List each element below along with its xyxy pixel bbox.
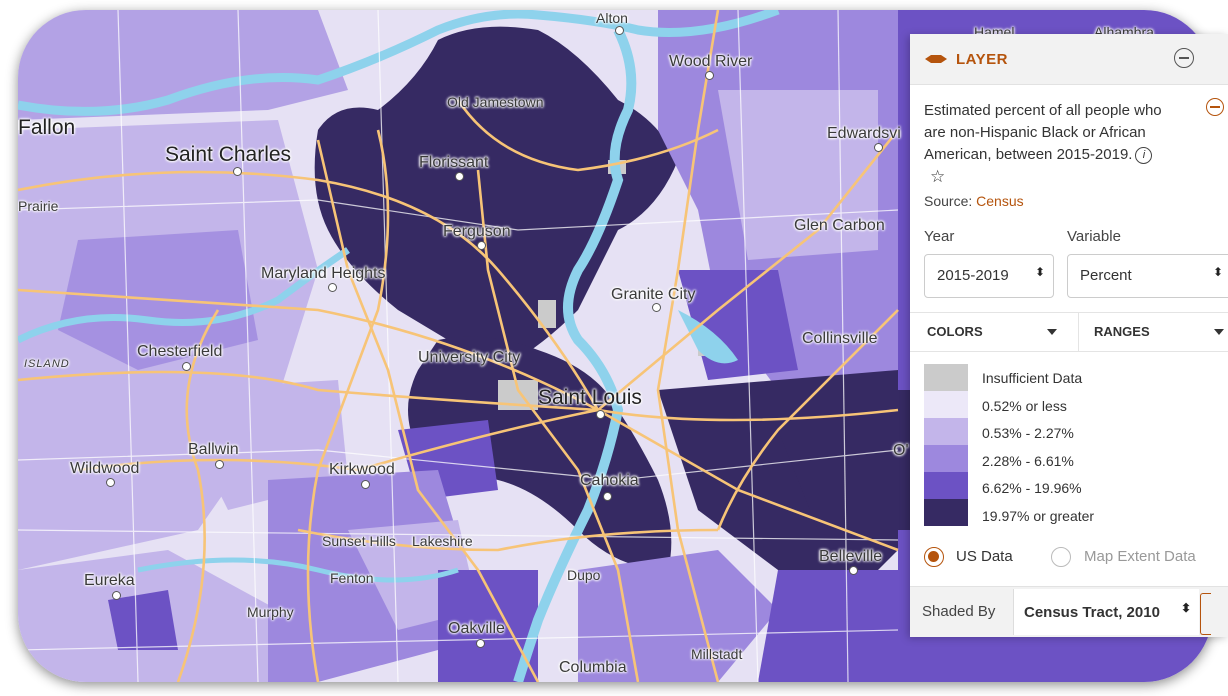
shaded-by-value: Census Tract, 2010 xyxy=(1024,604,1160,621)
place-label: University City xyxy=(418,349,521,366)
city-marker xyxy=(112,591,121,600)
chevron-down-icon xyxy=(1047,329,1057,335)
layer-description-text: Estimated percent of all people who are … xyxy=(924,102,1162,163)
city-marker xyxy=(849,566,858,575)
place-label: Alton xyxy=(596,10,628,26)
city-marker xyxy=(615,26,624,35)
city-marker xyxy=(361,480,370,489)
place-label: Maryland Heights xyxy=(261,265,386,282)
place-label: Old Jamestown xyxy=(447,94,544,110)
tab-colors[interactable]: COLORS xyxy=(927,313,1077,351)
place-label: Wood River xyxy=(669,53,753,70)
city-marker xyxy=(455,172,464,181)
place-label: Belleville xyxy=(819,548,883,565)
collapse-panel-icon[interactable] xyxy=(1174,48,1194,68)
variable-select-value: Percent xyxy=(1080,267,1132,284)
layer-title: LAYER xyxy=(956,51,1008,68)
tab-ranges-label: RANGES xyxy=(1094,324,1150,339)
tab-colors-label: COLORS xyxy=(927,324,983,339)
legend-swatch-5 xyxy=(924,499,968,526)
place-label: Prairie xyxy=(18,198,59,214)
shaded-by-label: Shaded By xyxy=(922,603,996,620)
legend-label: 0.53% - 2.27% xyxy=(982,425,1074,441)
legend-label: Insufficient Data xyxy=(982,370,1083,386)
city-marker xyxy=(106,478,115,487)
legend-swatch-2 xyxy=(924,418,968,445)
place-label: Columbia xyxy=(559,659,627,676)
tab-ranges[interactable]: RANGES xyxy=(1078,313,1228,351)
collapse-description-icon[interactable] xyxy=(1206,98,1224,116)
city-marker xyxy=(477,241,486,250)
place-label: Eureka xyxy=(84,572,135,589)
layer-panel-header: LAYER xyxy=(910,34,1228,85)
legend-swatch-3 xyxy=(924,445,968,472)
source-link[interactable]: Census xyxy=(976,193,1024,209)
place-label: Kirkwood xyxy=(329,461,395,478)
place-label: Chesterfield xyxy=(137,343,223,360)
city-marker xyxy=(182,362,191,371)
place-label: Dupo xyxy=(567,567,601,583)
place-label: O' xyxy=(893,442,909,459)
legend-swatch-insufficient xyxy=(924,364,968,391)
place-label: Fallon xyxy=(18,116,76,139)
place-label: Wildwood xyxy=(70,460,140,477)
radio-us-data-label: US Data xyxy=(956,548,1013,565)
star-icon[interactable]: ☆ xyxy=(930,167,946,186)
variable-select[interactable]: Percent ⬍ xyxy=(1067,254,1228,298)
layer-panel: LAYER Estimated percent of all people wh… xyxy=(910,34,1228,637)
place-label: Oakville xyxy=(448,620,505,637)
source-label: Source: xyxy=(924,193,977,209)
legend-swatch-1 xyxy=(924,391,968,418)
place-label: Ferguson xyxy=(443,223,511,240)
city-marker xyxy=(603,492,612,501)
place-label: ISLAND xyxy=(24,358,70,370)
place-label: Edwardsvi xyxy=(827,125,901,142)
city-marker xyxy=(233,167,242,176)
shaded-by-bar: Shaded By Census Tract, 2010 ⬍ xyxy=(910,586,1228,637)
place-label: Collinsville xyxy=(802,330,878,347)
place-label: Saint Charles xyxy=(165,143,292,166)
legend-label: 6.62% - 19.96% xyxy=(982,480,1082,496)
layer-description: Estimated percent of all people who are … xyxy=(924,100,1164,189)
info-icon[interactable]: i xyxy=(1135,147,1153,164)
variable-label: Variable xyxy=(1067,228,1121,245)
updown-icon: ⬍ xyxy=(1034,265,1045,279)
city-marker xyxy=(215,460,224,469)
updown-icon: ⬍ xyxy=(1180,601,1191,615)
place-label: Millstadt xyxy=(691,646,743,662)
place-label: Glen Carbon xyxy=(794,217,885,234)
shaded-by-select[interactable]: Census Tract, 2010 ⬍ xyxy=(1013,589,1199,635)
legend-tabs: COLORS RANGES xyxy=(910,312,1228,352)
layer-icon xyxy=(925,55,947,63)
legend-label: 0.52% or less xyxy=(982,398,1067,414)
place-label: Fenton xyxy=(330,570,374,586)
city-marker xyxy=(652,303,661,312)
radio-map-extent-data[interactable] xyxy=(1051,547,1071,567)
radio-us-data[interactable] xyxy=(924,547,944,567)
shaded-by-next-control[interactable] xyxy=(1200,593,1211,635)
city-marker xyxy=(874,143,883,152)
place-label: Ballwin xyxy=(188,441,239,458)
place-label: Florissant xyxy=(419,154,489,171)
year-select[interactable]: 2015-2019 ⬍ xyxy=(924,254,1054,298)
chevron-down-icon xyxy=(1214,329,1224,335)
city-marker xyxy=(476,639,485,648)
legend-label: 19.97% or greater xyxy=(982,508,1095,524)
place-label: Sunset Hills xyxy=(322,533,396,549)
city-marker xyxy=(328,283,337,292)
place-label: Saint Louis xyxy=(538,386,642,409)
place-label: Cahokia xyxy=(580,472,639,489)
place-label: Granite City xyxy=(611,286,696,303)
legend-swatch-4 xyxy=(924,472,968,499)
radio-map-extent-label: Map Extent Data xyxy=(1084,548,1196,565)
place-label: Lakeshire xyxy=(412,533,473,549)
city-marker xyxy=(705,71,714,80)
year-label: Year xyxy=(924,228,955,245)
city-marker xyxy=(596,410,605,419)
updown-icon: ⬍ xyxy=(1212,265,1223,279)
year-select-value: 2015-2019 xyxy=(937,267,1009,284)
source-line: Source: Census xyxy=(924,193,1024,209)
legend-label: 2.28% - 6.61% xyxy=(982,453,1074,469)
place-label: Murphy xyxy=(247,604,294,620)
